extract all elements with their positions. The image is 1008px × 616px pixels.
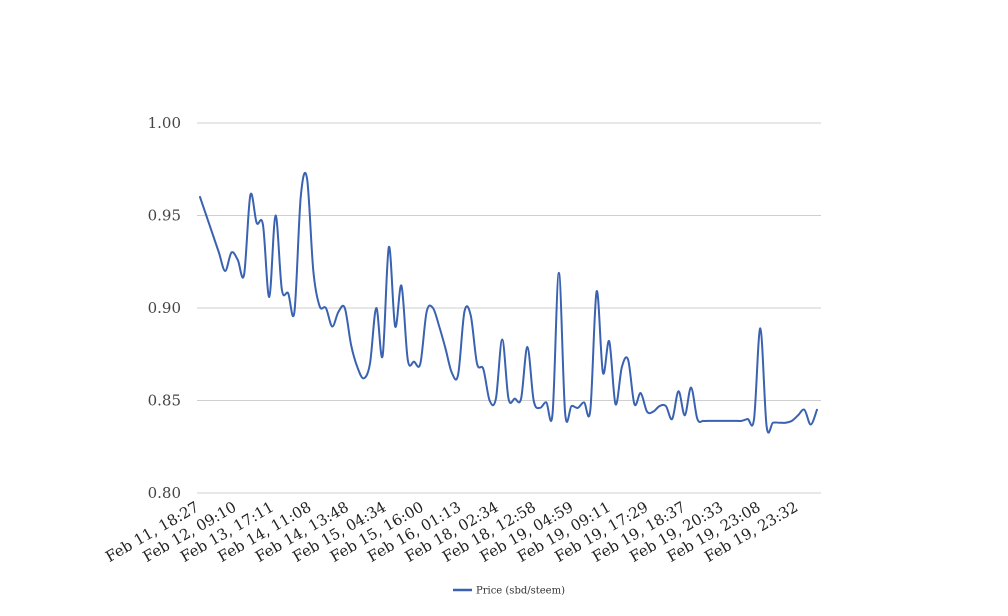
y-axis-tick-labels: 0.80 0.85 0.90 0.95 1.00 — [148, 114, 181, 502]
y-tick-label: 1.00 — [148, 114, 181, 132]
y-tick-label: 0.80 — [148, 484, 181, 502]
legend: Price (sbd/steem) — [453, 586, 565, 597]
legend-label: Price (sbd/steem) — [476, 586, 565, 597]
horizontal-gridlines — [197, 122, 821, 494]
y-tick-label: 0.90 — [148, 299, 181, 317]
series-layer — [199, 172, 818, 434]
y-tick-label: 0.85 — [148, 392, 181, 410]
series-line-price — [199, 172, 818, 434]
y-tick-label: 0.95 — [148, 207, 181, 225]
